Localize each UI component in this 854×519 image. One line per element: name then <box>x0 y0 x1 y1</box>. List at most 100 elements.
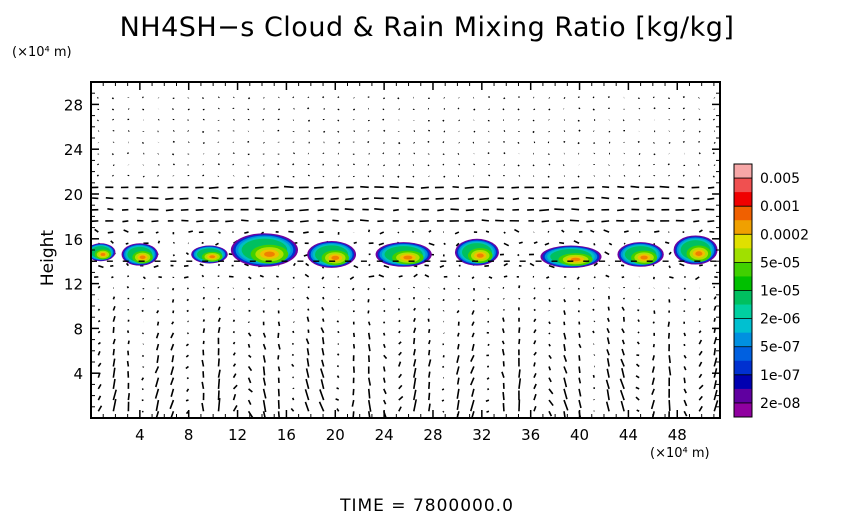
x-tick-label: 32 <box>472 426 491 444</box>
wind-vector <box>367 388 371 399</box>
y-tick-label: 28 <box>64 96 83 114</box>
wind-vector <box>501 328 505 334</box>
wind-vector <box>428 339 431 345</box>
wind-vector <box>291 363 295 367</box>
wind-vector <box>646 219 655 222</box>
wind-vector <box>321 337 325 345</box>
x-tick-label: 24 <box>375 426 394 444</box>
wind-vector <box>635 363 640 368</box>
wind-vector <box>186 287 189 290</box>
wind-vector <box>668 265 671 269</box>
wind-vector <box>398 384 403 390</box>
wind-vector <box>389 185 399 189</box>
wind-vector <box>606 368 610 378</box>
wind-vector <box>186 332 189 335</box>
wind-vector <box>96 174 99 177</box>
wind-vector <box>154 366 160 374</box>
wind-vector <box>623 242 626 245</box>
colorbar-segment <box>734 248 752 263</box>
wind-vector <box>185 399 189 402</box>
cloud-cluster-1-shell <box>100 253 106 256</box>
wind-vector <box>112 118 115 121</box>
wind-vector <box>353 264 359 269</box>
wind-vector <box>337 119 340 122</box>
wind-vector <box>412 175 415 178</box>
wind-vector <box>503 242 510 247</box>
wind-vector <box>398 330 401 334</box>
wind-vector <box>247 321 250 324</box>
wind-vector <box>154 388 160 399</box>
wind-vector <box>517 164 520 167</box>
wind-vector <box>97 372 101 378</box>
wind-vector <box>112 367 116 378</box>
wind-vector <box>679 262 685 267</box>
wind-vector <box>247 343 251 348</box>
wind-vector <box>529 262 535 267</box>
wind-vector <box>397 231 400 234</box>
wind-vector <box>247 399 252 405</box>
wind-vector <box>573 240 580 245</box>
wind-vector <box>606 389 610 401</box>
wind-vector <box>317 208 324 212</box>
colorbar-segment <box>734 192 752 207</box>
wind-vector <box>288 230 294 233</box>
wind-vector <box>620 400 625 412</box>
wind-vector <box>585 196 595 200</box>
wind-vector <box>428 371 431 378</box>
wind-vector <box>544 242 550 246</box>
wind-vector <box>262 298 266 301</box>
wind-vector <box>165 197 174 200</box>
wind-vector <box>485 399 490 402</box>
wind-vector <box>608 130 611 133</box>
wind-vector <box>682 107 685 110</box>
wind-vector <box>481 219 490 222</box>
wind-vector <box>347 220 354 223</box>
wind-vector <box>291 353 294 357</box>
wind-vector <box>97 383 102 390</box>
wind-vector <box>299 208 309 212</box>
wind-vector <box>651 388 655 396</box>
wind-vector <box>442 163 445 166</box>
wind-vector <box>398 275 403 278</box>
wind-vector <box>578 332 581 338</box>
wind-vector <box>305 378 310 390</box>
wind-vector <box>443 242 446 246</box>
wind-vector <box>202 163 205 166</box>
wind-vector <box>428 403 431 412</box>
wind-vector <box>471 343 475 352</box>
wind-vector <box>241 186 249 189</box>
wind-vector <box>277 343 281 350</box>
wind-vector <box>713 336 718 345</box>
wind-vector <box>307 308 310 311</box>
wind-vector <box>171 321 175 325</box>
wind-vector <box>127 275 130 278</box>
wind-vector <box>593 276 596 279</box>
wind-vector <box>247 97 251 100</box>
wind-vector <box>187 108 190 111</box>
wind-vector <box>420 186 429 189</box>
wind-vector <box>633 197 640 200</box>
wind-vector <box>443 175 446 178</box>
wind-vector <box>548 321 551 325</box>
cloud-layer <box>91 233 718 268</box>
wind-vector <box>592 108 595 111</box>
wind-vector <box>563 97 566 100</box>
x-tick-label: 8 <box>184 426 194 444</box>
wind-vector <box>546 276 550 279</box>
wind-vector <box>112 389 117 401</box>
wind-vector <box>512 197 520 201</box>
wind-vector <box>187 130 190 132</box>
time-label: TIME = 7800000.0 <box>340 496 514 516</box>
wind-vector <box>170 366 175 376</box>
wind-vector <box>368 263 371 267</box>
wind-vector <box>292 376 295 379</box>
wind-vector <box>156 321 160 326</box>
wind-vector <box>172 287 175 291</box>
wind-vector <box>202 328 206 334</box>
wind-vector <box>232 341 236 345</box>
wind-vector <box>171 299 175 303</box>
wind-vector <box>563 140 566 143</box>
wind-vector <box>107 208 114 211</box>
wind-vector <box>458 163 461 166</box>
